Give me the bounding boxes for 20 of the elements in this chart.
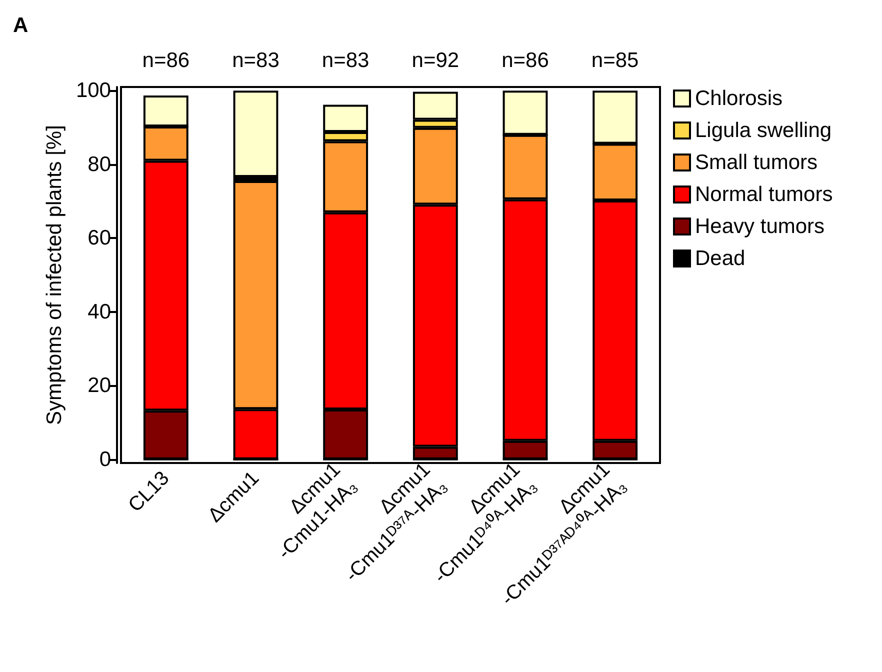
legend-label: Small tumors [695, 151, 818, 174]
legend-label: Chlorosis [695, 87, 783, 110]
y-tick-label: 40 [88, 300, 111, 324]
y-tick-label: 0 [99, 448, 111, 471]
text: n=83 [322, 49, 370, 72]
y-tick-label: 80 [88, 152, 111, 176]
y-tick-label: 60 [88, 226, 111, 250]
y-tick-label: 100 [76, 79, 111, 102]
text: n=92 [412, 49, 460, 72]
legend-label: Ligula swelling [695, 119, 832, 142]
chart-title: A [13, 14, 28, 37]
text: n=86 [502, 49, 549, 72]
legend-label: Dead [695, 247, 746, 270]
legend-label: Normal tumors [695, 183, 833, 206]
legend-label: Heavy tumors [695, 215, 825, 238]
text: n=83 [232, 49, 280, 72]
text: n=86 [142, 49, 190, 72]
text: n=85 [591, 49, 639, 72]
y-axis-title: Symptoms of infected plants [%] [43, 125, 66, 425]
y-tick-label: 20 [88, 374, 111, 398]
